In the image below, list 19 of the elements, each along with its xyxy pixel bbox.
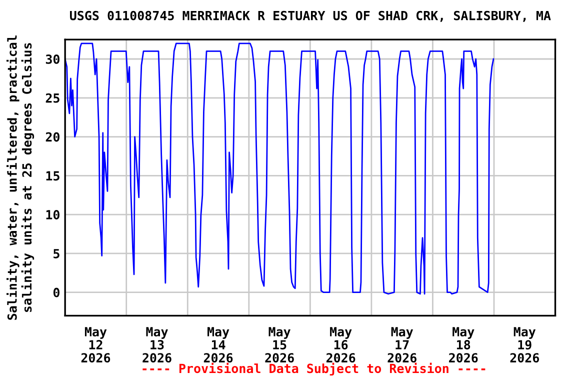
x-tick-label: May 16 2026 — [326, 327, 356, 363]
x-tick-label: May 17 2026 — [388, 327, 416, 363]
line-series — [65, 42, 494, 295]
y-tick-label: 10 — [46, 210, 60, 220]
y-tick-label: 15 — [46, 171, 60, 181]
x-tick-label: May 12 2026 — [81, 327, 110, 363]
y-axis-title: Salinity, water, unfiltered, practical salinity units at 25 degrees Celsius — [6, 35, 34, 320]
y-tick-label: 30 — [46, 54, 60, 64]
y-tick-label: 5 — [54, 249, 60, 258]
x-tick-label: May 15 2026 — [265, 327, 294, 363]
x-tick-label: May 18 2026 — [449, 327, 478, 363]
chart-title: USGS 011008745 MERRIMACK R ESTUARY US OF SHAD CRK, SALISBURY, MA — [70, 10, 551, 22]
y-tick-label: 20 — [46, 132, 60, 142]
x-tick-label: May 14 2026 — [204, 327, 233, 363]
x-tick-label: May 19 2026 — [510, 327, 539, 363]
x-tick-label: May 13 2026 — [142, 327, 172, 363]
y-tick-label: 0 — [53, 288, 60, 298]
text: ---- Provisional Data Subject to Revision ---- — [142, 362, 486, 376]
y-tick-label: 25 — [46, 93, 60, 103]
